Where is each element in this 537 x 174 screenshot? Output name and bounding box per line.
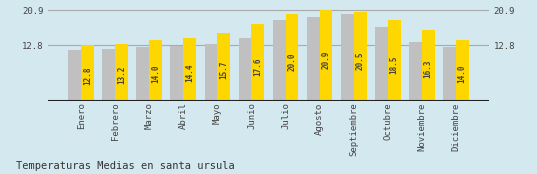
Bar bbox=[320, 10, 332, 101]
Bar bbox=[238, 38, 251, 101]
Bar bbox=[273, 20, 286, 101]
Text: 14.4: 14.4 bbox=[185, 64, 194, 82]
Bar bbox=[81, 45, 94, 101]
Bar bbox=[149, 40, 162, 101]
Text: 15.7: 15.7 bbox=[220, 61, 228, 80]
Bar bbox=[136, 47, 149, 101]
Bar bbox=[68, 50, 81, 101]
Bar bbox=[353, 12, 367, 101]
Text: 13.2: 13.2 bbox=[117, 66, 126, 84]
Bar bbox=[456, 40, 469, 101]
Bar bbox=[340, 14, 353, 101]
Bar bbox=[443, 47, 456, 101]
Bar bbox=[409, 42, 422, 101]
Text: 17.6: 17.6 bbox=[253, 57, 263, 76]
Text: 18.5: 18.5 bbox=[390, 56, 398, 74]
Bar bbox=[205, 44, 217, 101]
Bar bbox=[422, 30, 434, 101]
Bar bbox=[184, 38, 197, 101]
Text: Temperaturas Medias en santa ursula: Temperaturas Medias en santa ursula bbox=[16, 161, 235, 171]
Bar bbox=[286, 14, 299, 101]
Text: 16.3: 16.3 bbox=[424, 60, 433, 78]
Bar bbox=[375, 27, 388, 101]
Bar bbox=[115, 44, 128, 101]
Text: 20.5: 20.5 bbox=[355, 52, 365, 70]
Bar bbox=[103, 49, 115, 101]
Text: 20.0: 20.0 bbox=[287, 53, 296, 71]
Text: 20.9: 20.9 bbox=[322, 51, 331, 69]
Bar bbox=[307, 17, 320, 101]
Bar bbox=[251, 24, 264, 101]
Text: 12.8: 12.8 bbox=[83, 67, 92, 85]
Text: 14.0: 14.0 bbox=[151, 64, 161, 83]
Text: 14.0: 14.0 bbox=[458, 64, 467, 83]
Bar bbox=[170, 46, 184, 101]
Bar bbox=[388, 20, 401, 101]
Bar bbox=[217, 33, 230, 101]
